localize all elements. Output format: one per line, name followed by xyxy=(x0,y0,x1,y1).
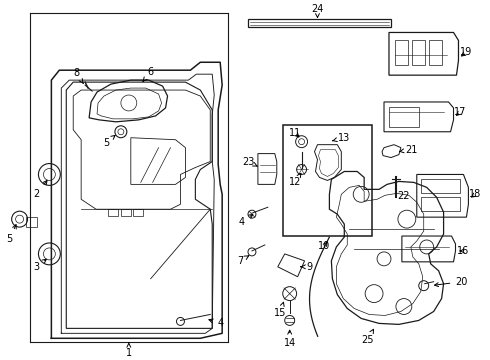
Bar xyxy=(421,197,461,211)
Text: 6: 6 xyxy=(143,67,154,81)
Text: 25: 25 xyxy=(361,329,373,345)
Bar xyxy=(108,209,118,216)
Text: 9: 9 xyxy=(301,262,313,272)
Bar xyxy=(421,179,461,193)
Text: 17: 17 xyxy=(454,107,466,117)
Bar xyxy=(25,217,37,227)
Bar xyxy=(412,40,425,65)
Text: 24: 24 xyxy=(311,4,324,18)
Bar xyxy=(121,209,131,216)
Text: 8: 8 xyxy=(73,68,83,83)
Text: 11: 11 xyxy=(289,128,301,138)
Text: 22: 22 xyxy=(397,191,410,201)
Text: 23: 23 xyxy=(242,157,257,167)
Text: 15: 15 xyxy=(273,302,286,319)
Text: 16: 16 xyxy=(457,246,469,256)
Text: 3: 3 xyxy=(33,259,47,272)
Bar xyxy=(283,125,372,236)
Text: 5: 5 xyxy=(6,225,16,244)
Bar xyxy=(395,40,408,65)
Text: 14: 14 xyxy=(284,330,296,348)
Text: 10: 10 xyxy=(318,241,331,251)
Bar xyxy=(389,107,419,127)
Text: 4: 4 xyxy=(239,215,253,227)
Text: 5: 5 xyxy=(103,135,115,148)
Text: 4: 4 xyxy=(209,318,223,328)
Text: 2: 2 xyxy=(33,180,47,199)
Text: 19: 19 xyxy=(460,47,472,57)
Text: 1: 1 xyxy=(126,343,132,358)
Text: 13: 13 xyxy=(333,133,350,143)
Bar xyxy=(429,40,441,65)
Bar xyxy=(133,209,143,216)
Text: 20: 20 xyxy=(435,277,467,287)
Text: 12: 12 xyxy=(289,174,301,188)
Text: 18: 18 xyxy=(469,189,482,199)
Text: 7: 7 xyxy=(237,256,249,266)
Text: 21: 21 xyxy=(400,145,418,155)
